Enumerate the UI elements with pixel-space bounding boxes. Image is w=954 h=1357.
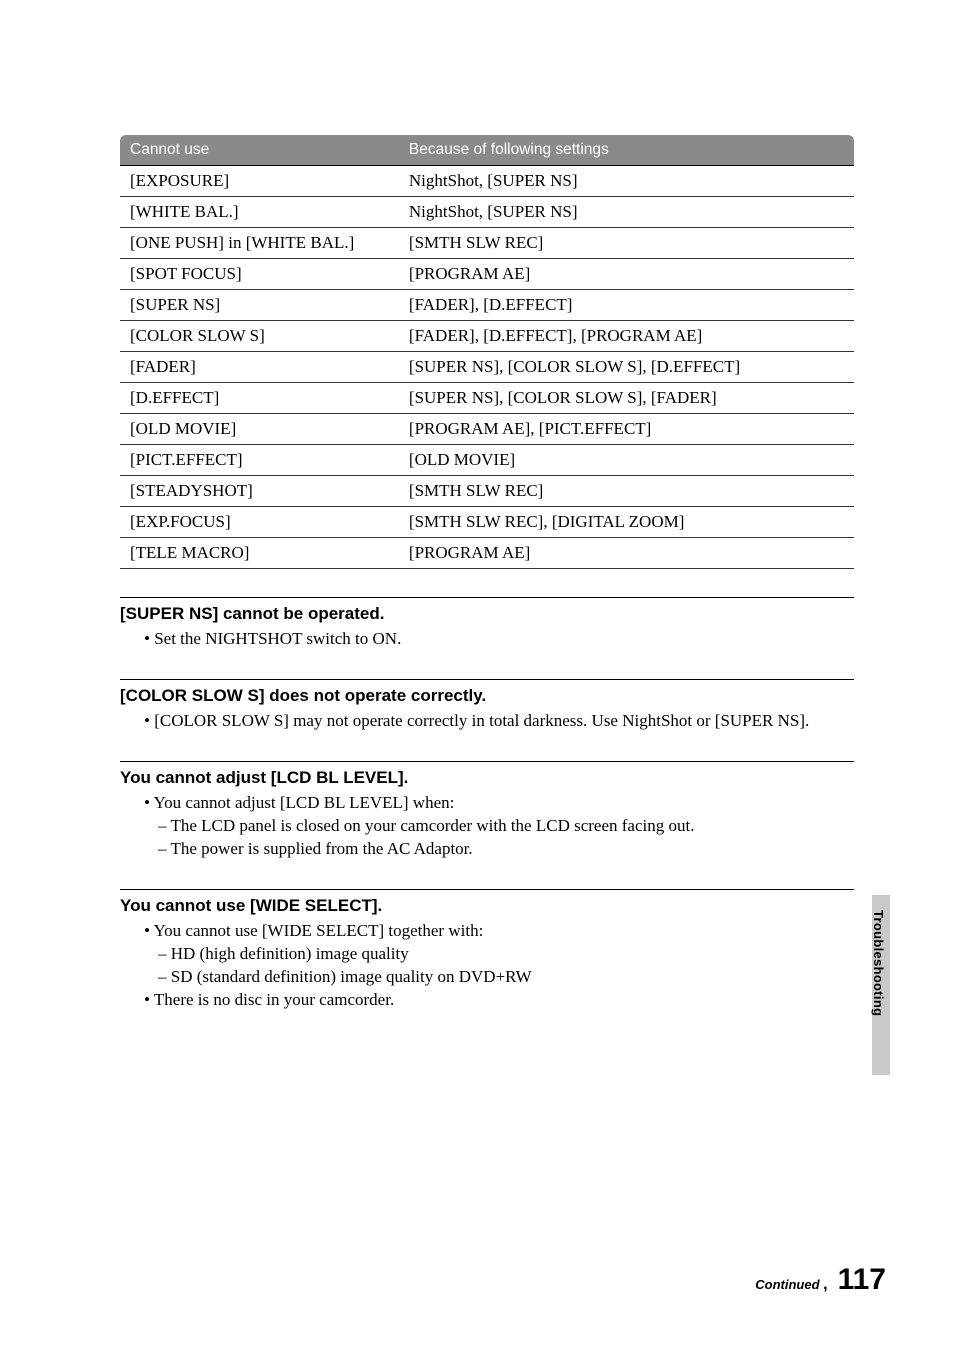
table-row: [FADER][SUPER NS], [COLOR SLOW S], [D.EF…	[120, 352, 854, 383]
section-title: You cannot use [WIDE SELECT].	[120, 896, 854, 916]
cell-left: [WHITE BAL.]	[120, 197, 399, 228]
cell-right: NightShot, [SUPER NS]	[399, 166, 854, 197]
section-title: [SUPER NS] cannot be operated.	[120, 604, 854, 624]
page-content: Cannot use Because of following settings…	[0, 0, 954, 1011]
cell-right: [SUPER NS], [COLOR SLOW S], [FADER]	[399, 383, 854, 414]
cell-right: [SMTH SLW REC]	[399, 228, 854, 259]
col-header-cannot-use: Cannot use	[120, 135, 399, 166]
cell-left: [OLD MOVIE]	[120, 414, 399, 445]
cell-right: [PROGRAM AE], [PICT.EFFECT]	[399, 414, 854, 445]
cell-left: [EXP.FOCUS]	[120, 507, 399, 538]
table-row: [SUPER NS][FADER], [D.EFFECT]	[120, 290, 854, 321]
cell-left: [PICT.EFFECT]	[120, 445, 399, 476]
cell-left: [ONE PUSH] in [WHITE BAL.]	[120, 228, 399, 259]
cell-left: [D.EFFECT]	[120, 383, 399, 414]
table-row: [COLOR SLOW S][FADER], [D.EFFECT], [PROG…	[120, 321, 854, 352]
continued-label: Continued ,	[755, 1276, 827, 1294]
bullet-item: You cannot use [WIDE SELECT] together wi…	[144, 920, 854, 943]
section-lcd-bl-level: You cannot adjust [LCD BL LEVEL]. You ca…	[120, 761, 854, 861]
table-row: [WHITE BAL.]NightShot, [SUPER NS]	[120, 197, 854, 228]
section-super-ns: [SUPER NS] cannot be operated. Set the N…	[120, 597, 854, 651]
cell-right: NightShot, [SUPER NS]	[399, 197, 854, 228]
sub-item: The LCD panel is closed on your camcorde…	[158, 815, 854, 838]
bullet-item: There is no disc in your camcorder.	[144, 989, 854, 1012]
col-header-because: Because of following settings	[399, 135, 854, 166]
sub-item: The power is supplied from the AC Adapto…	[158, 838, 854, 861]
arrow-icon: ,	[823, 1276, 827, 1293]
sub-item: HD (high definition) image quality	[158, 943, 854, 966]
section-body: [COLOR SLOW S] may not operate correctly…	[120, 710, 854, 733]
sub-item: SD (standard definition) image quality o…	[158, 966, 854, 989]
cell-left: [COLOR SLOW S]	[120, 321, 399, 352]
cell-left: [SUPER NS]	[120, 290, 399, 321]
cell-right: [FADER], [D.EFFECT]	[399, 290, 854, 321]
cell-right: [SUPER NS], [COLOR SLOW S], [D.EFFECT]	[399, 352, 854, 383]
cell-right: [PROGRAM AE]	[399, 259, 854, 290]
bullet-item: Set the NIGHTSHOT switch to ON.	[144, 628, 854, 651]
bullet-item: You cannot adjust [LCD BL LEVEL] when:	[144, 792, 854, 815]
page-footer: Continued , 117	[755, 1263, 886, 1297]
table-row: [STEADYSHOT][SMTH SLW REC]	[120, 476, 854, 507]
table-row: [D.EFFECT][SUPER NS], [COLOR SLOW S], [F…	[120, 383, 854, 414]
section-wide-select: You cannot use [WIDE SELECT]. You cannot…	[120, 889, 854, 1012]
section-title: You cannot adjust [LCD BL LEVEL].	[120, 768, 854, 788]
cell-left: [SPOT FOCUS]	[120, 259, 399, 290]
table-row: [SPOT FOCUS][PROGRAM AE]	[120, 259, 854, 290]
section-title: [COLOR SLOW S] does not operate correctl…	[120, 686, 854, 706]
cell-right: [SMTH SLW REC], [DIGITAL ZOOM]	[399, 507, 854, 538]
table-row: [EXPOSURE]NightShot, [SUPER NS]	[120, 166, 854, 197]
section-body: You cannot adjust [LCD BL LEVEL] when: T…	[120, 792, 854, 861]
cell-left: [FADER]	[120, 352, 399, 383]
table-header-row: Cannot use Because of following settings	[120, 135, 854, 166]
cell-left: [TELE MACRO]	[120, 538, 399, 569]
settings-table: Cannot use Because of following settings…	[120, 135, 854, 569]
cell-left: [EXPOSURE]	[120, 166, 399, 197]
cell-left: [STEADYSHOT]	[120, 476, 399, 507]
sidetab-label: Troubleshooting	[871, 910, 886, 1016]
table-row: [PICT.EFFECT][OLD MOVIE]	[120, 445, 854, 476]
table-row: [OLD MOVIE][PROGRAM AE], [PICT.EFFECT]	[120, 414, 854, 445]
cell-right: [SMTH SLW REC]	[399, 476, 854, 507]
section-color-slow-s: [COLOR SLOW S] does not operate correctl…	[120, 679, 854, 733]
cell-right: [PROGRAM AE]	[399, 538, 854, 569]
section-body: Set the NIGHTSHOT switch to ON.	[120, 628, 854, 651]
bullet-item: [COLOR SLOW S] may not operate correctly…	[144, 710, 854, 733]
page-number: 117	[838, 1263, 886, 1297]
cell-right: [OLD MOVIE]	[399, 445, 854, 476]
continued-text: Continued	[755, 1277, 819, 1292]
table-row: [EXP.FOCUS][SMTH SLW REC], [DIGITAL ZOOM…	[120, 507, 854, 538]
cell-right: [FADER], [D.EFFECT], [PROGRAM AE]	[399, 321, 854, 352]
table-row: [ONE PUSH] in [WHITE BAL.][SMTH SLW REC]	[120, 228, 854, 259]
table-row: [TELE MACRO][PROGRAM AE]	[120, 538, 854, 569]
section-body: You cannot use [WIDE SELECT] together wi…	[120, 920, 854, 1012]
